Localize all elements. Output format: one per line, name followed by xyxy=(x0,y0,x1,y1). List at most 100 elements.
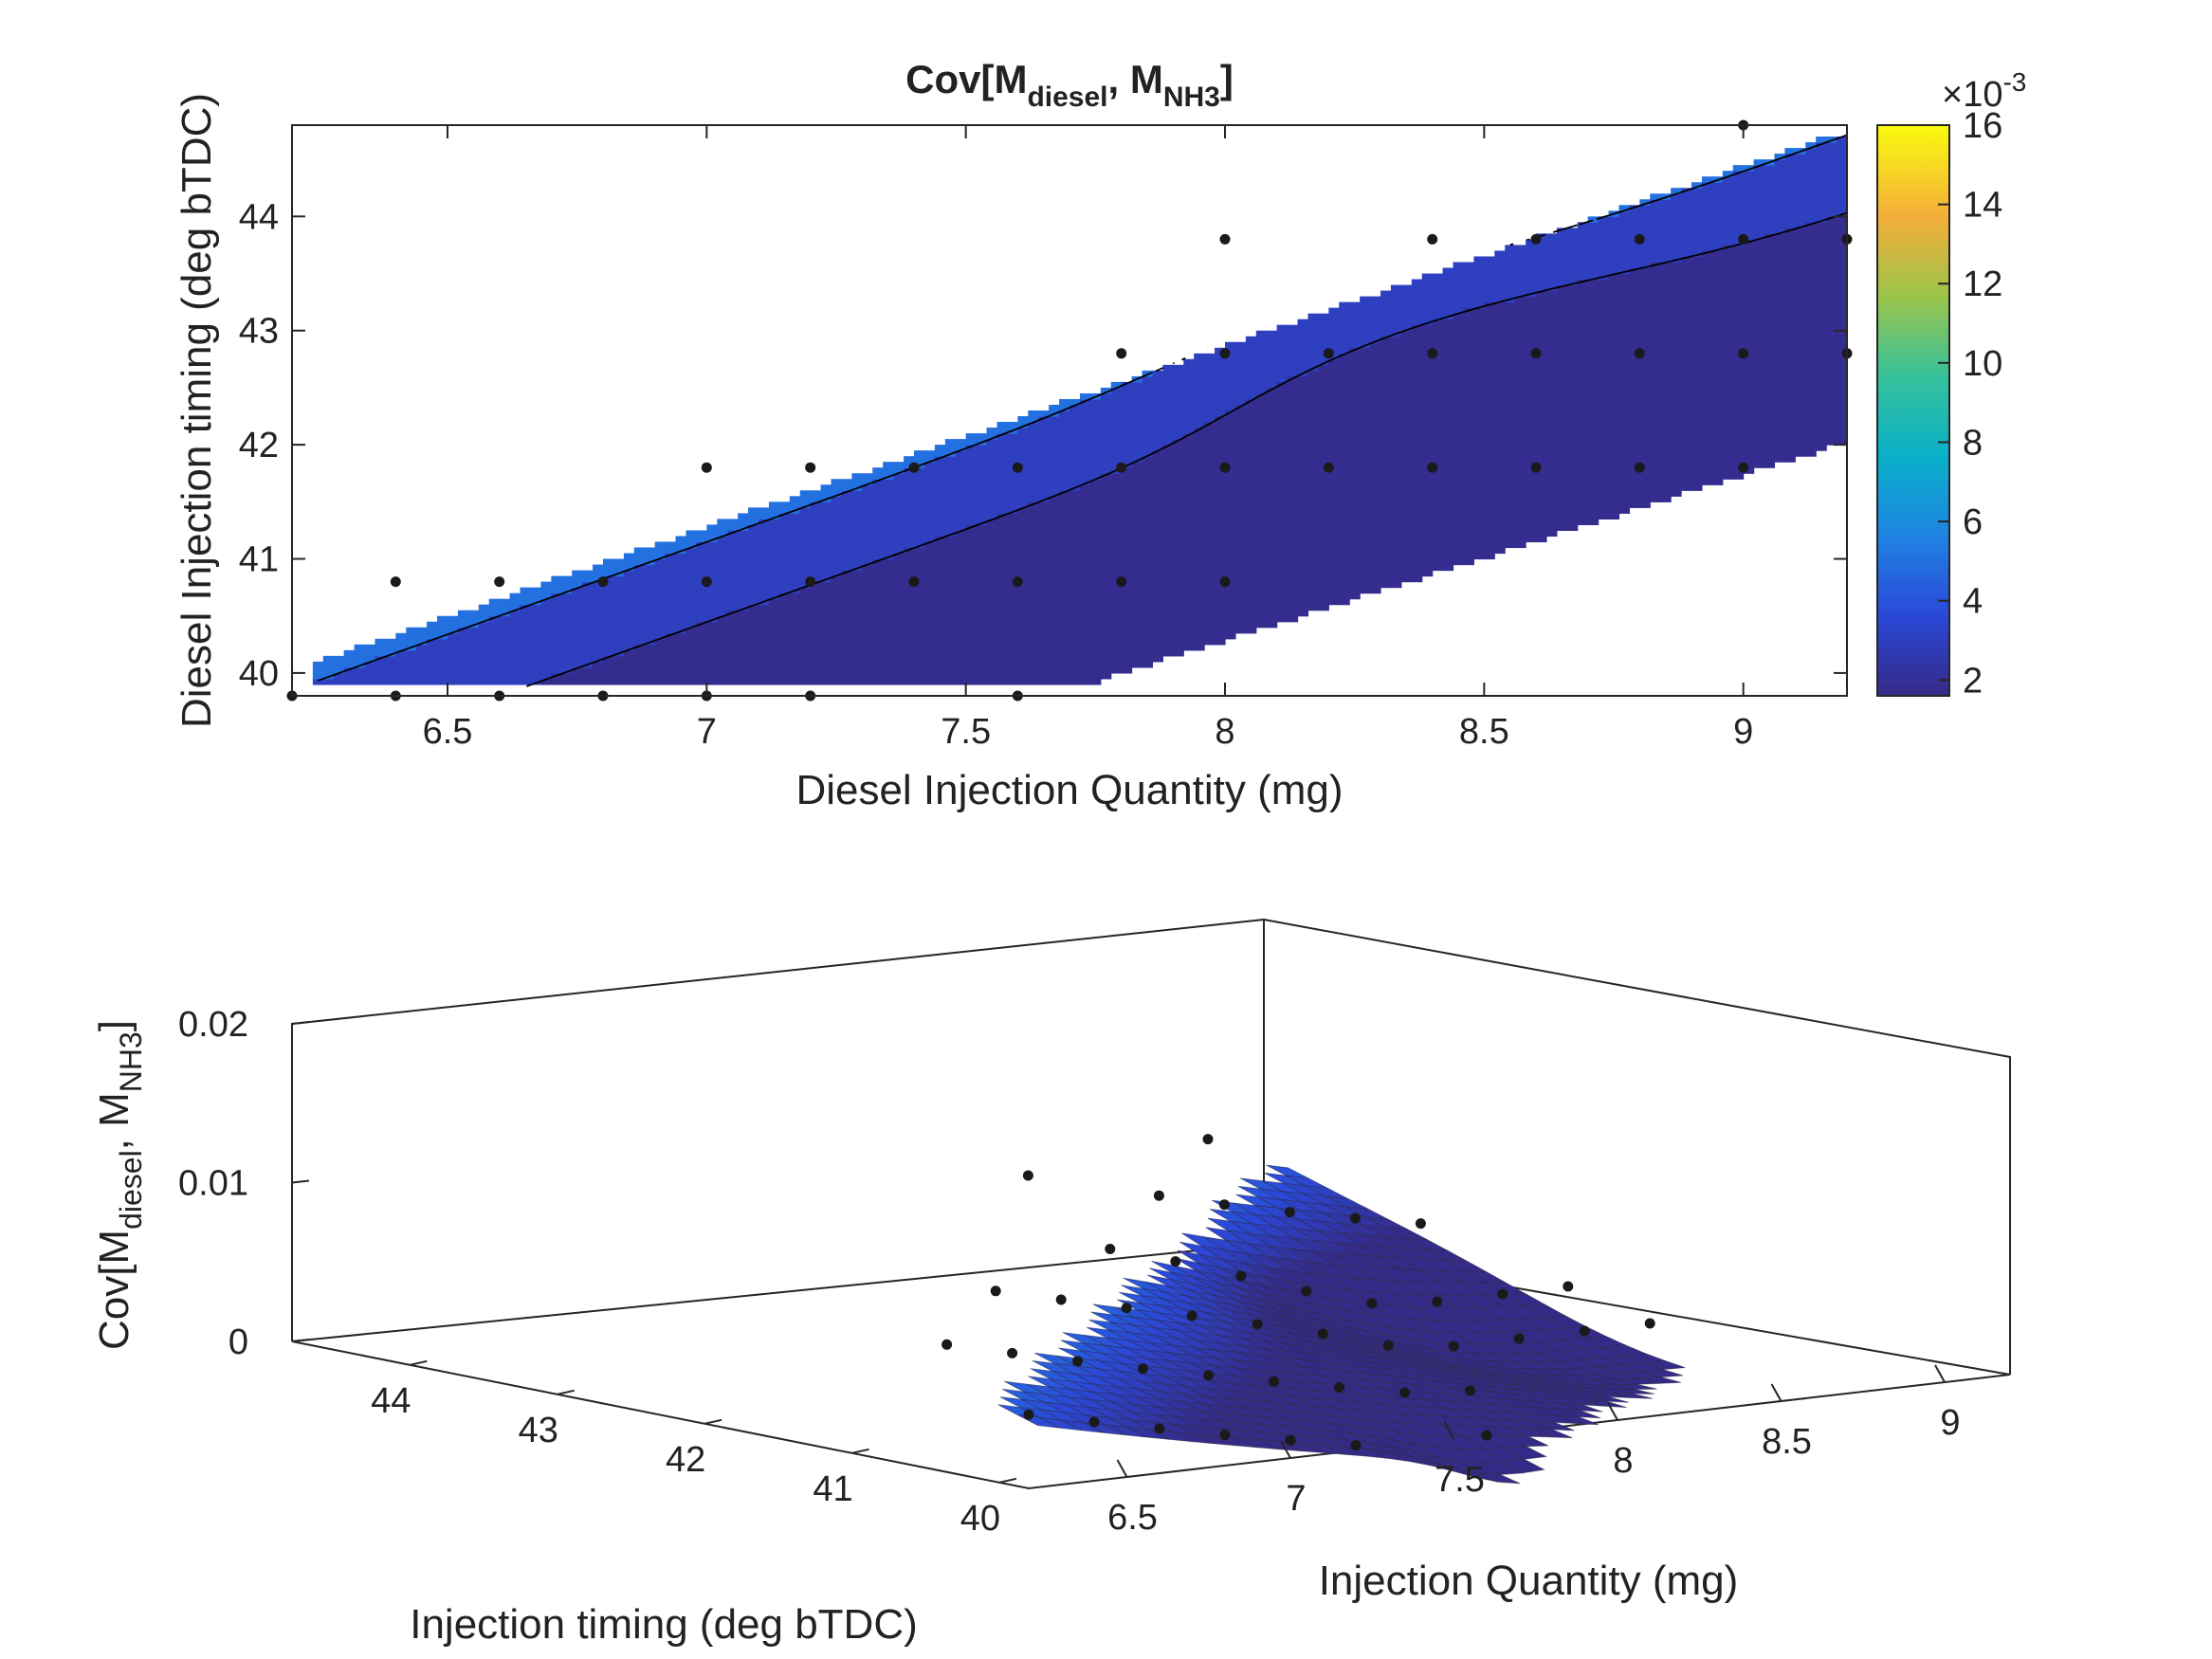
contour-fill-cell xyxy=(603,638,614,646)
contour-fill-cell xyxy=(1411,428,1423,434)
contour-fill-cell xyxy=(778,587,791,594)
contour-fill-cell xyxy=(1225,473,1236,480)
contour-fill-cell xyxy=(841,553,852,560)
contour-fill-cell xyxy=(385,644,396,651)
contour-fill-cell xyxy=(841,581,852,589)
contour-fill-cell xyxy=(799,513,812,520)
contour-fill-cell xyxy=(1411,490,1423,497)
contour-fill-cell xyxy=(1360,558,1371,566)
contour-fill-cell xyxy=(1494,490,1506,497)
contour-fill-cell xyxy=(1173,479,1184,485)
contour-fill-cell xyxy=(582,678,594,685)
contour-fill-cell xyxy=(934,484,946,491)
contour-fill-cell xyxy=(1183,524,1195,532)
contour-fill-cell xyxy=(530,649,541,657)
contour-fill-cell xyxy=(572,598,583,606)
contour-fill-cell xyxy=(395,638,407,646)
contour-fill-cell xyxy=(934,530,946,538)
contour-fill-cell xyxy=(1390,439,1402,446)
contour-fill-cell xyxy=(467,661,480,668)
contour-fill-cell xyxy=(1234,490,1247,497)
contour-fill-cell xyxy=(665,615,677,623)
contour-fill-cell xyxy=(1432,284,1444,292)
contour-fill-cell xyxy=(1328,398,1340,406)
contour-fill-cell xyxy=(1566,319,1579,326)
contour-fill-cell xyxy=(893,592,905,600)
contour-fill-cell xyxy=(1484,501,1495,508)
contour-fill-cell xyxy=(1225,358,1236,366)
contour-fill-cell xyxy=(1276,490,1289,497)
contour-fill-cell xyxy=(1660,387,1672,394)
contour-fill-cell xyxy=(1650,445,1661,451)
contour-fill-cell xyxy=(1234,604,1247,611)
contour-fill-cell xyxy=(1225,398,1236,406)
contour-fill-cell xyxy=(1183,638,1195,646)
contour-fill-cell xyxy=(1453,558,1465,566)
contour-fill-cell xyxy=(738,649,749,657)
contour-fill-cell xyxy=(831,558,843,566)
contour-fill-cell xyxy=(1049,615,1060,623)
contour-fill-cell xyxy=(1639,336,1651,343)
contour-fill-cell xyxy=(1183,428,1195,434)
contour-fill-cell xyxy=(1266,484,1278,491)
contour-fill-cell xyxy=(1536,381,1547,389)
contour-fill-cell xyxy=(530,678,541,685)
contour-fill-cell xyxy=(354,672,366,680)
contour-fill-cell xyxy=(1234,387,1247,394)
contour-fill-cell xyxy=(1411,336,1423,343)
contour-fill-cell xyxy=(893,644,905,651)
contour-fill-cell xyxy=(1421,519,1434,525)
contour-fill-cell xyxy=(976,666,988,674)
contour-fill-cell xyxy=(872,598,884,606)
contour-fill-cell xyxy=(1432,296,1444,303)
contour-fill-cell xyxy=(976,587,988,594)
contour-fill-cell xyxy=(1089,490,1102,497)
contour-fill-cell xyxy=(955,604,967,611)
contour-fill-cell xyxy=(1421,273,1434,281)
contour-fill-cell xyxy=(1038,445,1050,451)
contour-fill-cell xyxy=(1505,319,1516,326)
contour-fill-cell xyxy=(530,598,541,606)
contour-fill-cell xyxy=(976,536,988,543)
contour-fill-cell xyxy=(385,655,396,663)
contour-fill-cell xyxy=(551,638,562,646)
contour-fill-cell xyxy=(862,513,873,520)
contour-fill-cell xyxy=(986,575,998,583)
contour-fill-cell xyxy=(1598,228,1610,234)
contour-fill-cell xyxy=(1173,513,1184,520)
contour-fill-cell xyxy=(986,501,998,508)
contour-fill-cell xyxy=(1473,267,1485,275)
contour-fill-cell xyxy=(1038,581,1050,589)
contour-fill-cell xyxy=(1400,364,1413,372)
contour-fill-cell xyxy=(520,587,532,594)
contour-fill-cell xyxy=(914,581,925,589)
contour-fill-cell xyxy=(1370,324,1381,332)
contour-fill-cell xyxy=(923,450,936,457)
contour-fill-cell xyxy=(748,564,759,572)
contour-fill-cell xyxy=(893,484,905,491)
contour-fill-cell xyxy=(1183,467,1195,474)
contour-fill-cell xyxy=(1225,564,1236,572)
contour-fill-cell xyxy=(686,610,697,617)
contour-fill-cell xyxy=(1297,410,1309,417)
contour-fill-cell xyxy=(1049,621,1060,629)
contour-fill-cell xyxy=(1255,524,1268,532)
contour-fill-cell xyxy=(1059,439,1070,446)
contour-fill-cell xyxy=(1069,490,1081,497)
contour-fill-cell xyxy=(965,598,978,606)
contour-fill-cell xyxy=(1505,279,1516,286)
contour-fill-cell xyxy=(799,678,812,685)
contour-fill-cell xyxy=(1059,558,1070,566)
contour-fill-cell xyxy=(1069,621,1081,629)
contour-fill-cell xyxy=(1318,570,1329,577)
contour-fill-cell xyxy=(1152,404,1163,411)
contour-fill-cell xyxy=(1587,398,1600,406)
contour-fill-cell xyxy=(1566,239,1579,246)
contour-fill-cell xyxy=(1276,513,1289,520)
contour-fill-cell xyxy=(1069,632,1081,640)
contour-fill-cell xyxy=(1473,301,1485,309)
contour-fill-cell xyxy=(1629,422,1640,428)
contour-fill-cell xyxy=(1370,296,1381,303)
contour-fill-cell xyxy=(727,536,739,543)
contour-fill-cell xyxy=(633,672,646,680)
